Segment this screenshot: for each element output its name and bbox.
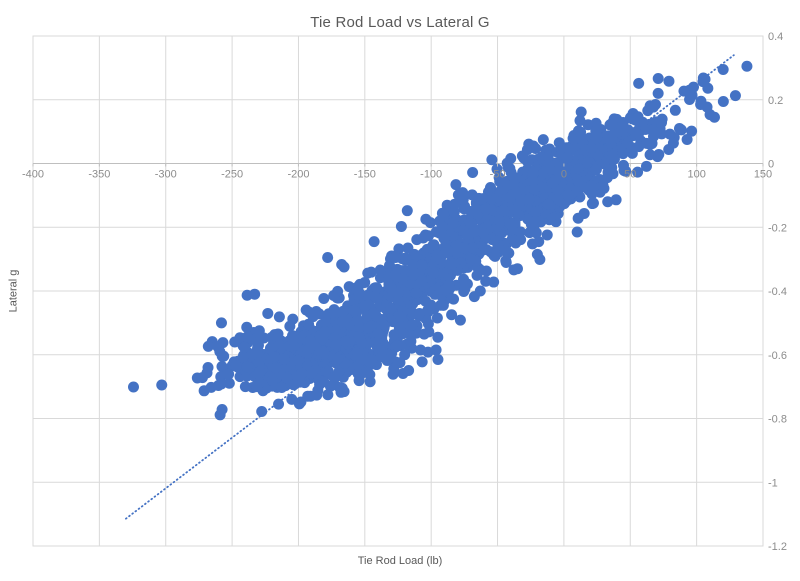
x-axis-title: Tie Rod Load (lb) <box>357 555 443 567</box>
trendline <box>125 54 735 520</box>
y-tick-label: -1 <box>768 477 778 489</box>
x-tick-label: 50 <box>624 169 636 181</box>
y-tick-label: -0.2 <box>768 222 787 234</box>
x-tick-label: 100 <box>687 169 705 181</box>
x-tick-label: -200 <box>287 169 309 181</box>
x-tick-label: -100 <box>420 169 442 181</box>
x-tick-label: 0 <box>561 169 567 181</box>
y-tick-label: -1.2 <box>768 541 787 553</box>
x-tick-label: -400 <box>22 169 44 181</box>
y-axis-tick-labels: 0.4 0.2 0 -0.2 -0.4 -0.6 -0.8 -1 -1.2 <box>768 31 787 553</box>
x-tick-label: -300 <box>155 169 177 181</box>
y-tick-label: 0.2 <box>768 95 783 107</box>
x-tick-label: -150 <box>354 169 376 181</box>
x-tick-label: -350 <box>88 169 110 181</box>
y-tick-label: -0.6 <box>768 350 787 362</box>
x-tick-label: -250 <box>221 169 243 181</box>
data-points <box>127 60 753 421</box>
chart-title: Tie Rod Load vs Lateral G <box>310 14 490 31</box>
x-tick-label: 150 <box>754 169 772 181</box>
x-axis-tick-labels: -400 -350 -300 -250 -200 -150 -100 -50 0 50 100 150 <box>22 163 772 181</box>
y-tick-label: 0 <box>768 159 774 171</box>
y-tick-label: -0.4 <box>768 286 787 298</box>
x-tick-label: -50 <box>490 169 506 181</box>
y-tick-label: 0.4 <box>768 31 783 43</box>
y-tick-label: -0.8 <box>768 414 787 426</box>
